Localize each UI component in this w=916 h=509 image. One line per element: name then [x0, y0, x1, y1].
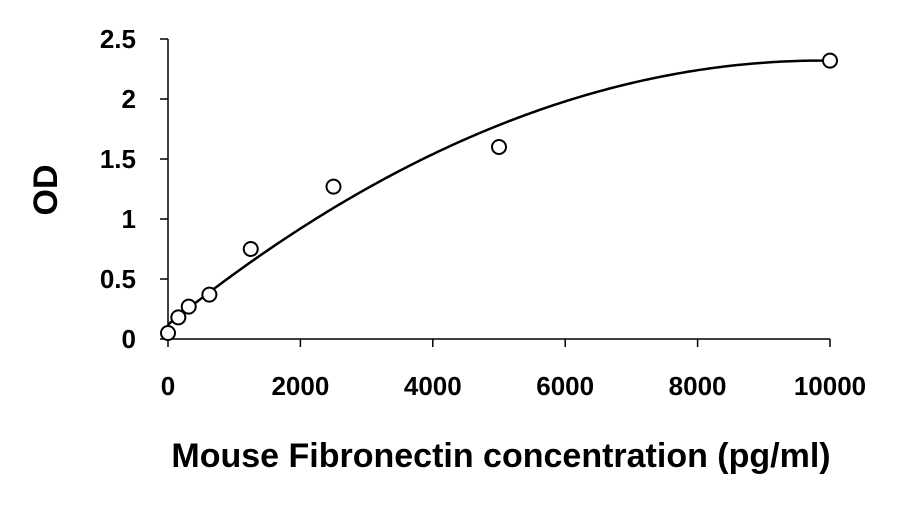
y-tick-label: 2: [122, 84, 136, 114]
x-tick-label: 8000: [669, 371, 727, 401]
fit-curve: [167, 59, 831, 326]
data-point: [201, 286, 218, 303]
y-tick-label: 1: [122, 204, 136, 234]
data-point: [491, 139, 507, 155]
x-tick-label: 4000: [404, 371, 462, 401]
data-point: [160, 325, 176, 341]
x-tick-label: 2000: [271, 371, 329, 401]
x-tick-label: 10000: [794, 371, 866, 401]
data-point: [180, 298, 197, 315]
x-axis-ticks: [167, 339, 831, 347]
y-axis-ticks: [160, 38, 168, 340]
y-tick-label: 2.5: [100, 24, 136, 54]
x-axis-tick-labels: 0 2000 4000 6000 8000 10000: [161, 371, 866, 401]
y-tick-label: 0.5: [100, 264, 136, 294]
x-tick-label: 6000: [536, 371, 594, 401]
x-tick-label: 0: [161, 371, 175, 401]
x-axis-title: Mouse Fibronectin concentration (pg/ml): [171, 437, 830, 475]
y-axis-title: OD: [27, 165, 65, 216]
data-point: [242, 241, 259, 257]
data-point: [170, 309, 187, 326]
data-point: [822, 52, 838, 69]
data-points: [160, 52, 838, 341]
y-axis-tick-labels: 0 0.5 1 1.5 2 2.5: [100, 24, 136, 354]
plot-area: 0 0.5 1 1.5 2 2.5 0 2000 4000 6000 8000 10000: [100, 24, 866, 401]
y-tick-label: 0: [122, 324, 136, 354]
y-tick-label: 1.5: [100, 144, 136, 174]
data-point: [325, 178, 342, 195]
